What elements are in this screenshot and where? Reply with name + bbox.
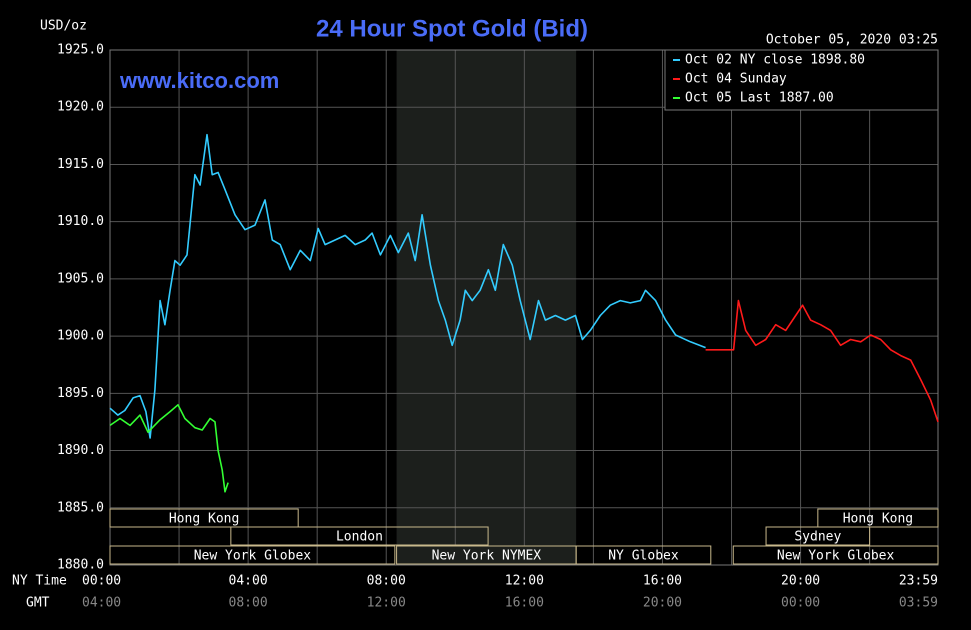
legend-box (664, 49, 939, 111)
x-tick-label: 20:00 (781, 574, 820, 589)
chart-title: 24 Hour Spot Gold (Bid) (316, 15, 588, 42)
x-tick-label: 23:59 (899, 574, 938, 589)
legend-label: Oct 04 Sunday (685, 72, 787, 87)
y-axis-label: USD/oz (40, 19, 87, 34)
x-tick-label: 12:00 (505, 574, 544, 589)
x-axis-label: NY Time (12, 574, 67, 589)
x-tick-label: 08:00 (367, 574, 406, 589)
session-box (109, 508, 299, 528)
x2-axis-label: GMT (26, 596, 50, 611)
series-line (109, 404, 229, 493)
series-line (109, 133, 706, 439)
y-tick-label: 1880.0 (57, 558, 104, 573)
session-label: New York NYMEX (432, 549, 542, 564)
y-tick-label: 1890.0 (57, 443, 104, 458)
session-box (732, 545, 939, 565)
y-tick-label: 1910.0 (57, 214, 104, 229)
x-tick-label: 04:00 (229, 574, 268, 589)
x2-tick-label: 12:00 (367, 596, 406, 611)
session-box (817, 508, 939, 528)
session-label: Hong Kong (843, 512, 913, 527)
y-tick-label: 1900.0 (57, 329, 104, 344)
watermark: www.kitco.com (119, 68, 279, 93)
session-box (575, 545, 712, 565)
x2-tick-label: 03:59 (899, 596, 938, 611)
session-label: London (336, 530, 383, 545)
x2-tick-label: 04:00 (82, 596, 121, 611)
legend-label: Oct 05 Last 1887.00 (685, 91, 834, 106)
x2-tick-label: 20:00 (643, 596, 682, 611)
y-tick-label: 1895.0 (57, 386, 104, 401)
session-label: NY Globex (608, 549, 679, 564)
y-tick-label: 1915.0 (57, 157, 104, 172)
y-tick-label: 1885.0 (57, 500, 104, 515)
session-label: New York Globex (194, 549, 312, 564)
session-label: New York Globex (777, 549, 895, 564)
session-box (109, 545, 396, 565)
session-box (230, 526, 489, 546)
x2-tick-label: 16:00 (505, 596, 544, 611)
y-tick-label: 1920.0 (57, 100, 104, 115)
timestamp: October 05, 2020 03:25 (766, 33, 938, 48)
session-label: Sydney (794, 530, 841, 545)
session-box (765, 526, 871, 546)
session-label: Hong Kong (169, 512, 239, 527)
y-tick-label: 1925.0 (57, 43, 104, 58)
x2-tick-label: 08:00 (229, 596, 268, 611)
session-shade (396, 50, 577, 565)
series-line (705, 299, 939, 423)
x2-tick-label: 00:00 (781, 596, 820, 611)
plot-frame (109, 49, 939, 566)
legend-label: Oct 02 NY close 1898.80 (685, 53, 865, 68)
y-tick-label: 1905.0 (57, 271, 104, 286)
x-tick-label: 00:00 (82, 574, 121, 589)
x-tick-label: 16:00 (643, 574, 682, 589)
